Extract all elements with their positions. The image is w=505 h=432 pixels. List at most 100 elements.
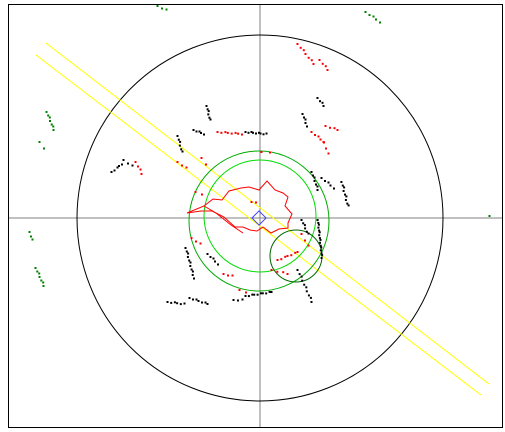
scan-point xyxy=(317,135,320,138)
scan-point xyxy=(121,163,123,166)
scan-point xyxy=(30,235,32,238)
scan-point xyxy=(341,184,344,187)
scan-point xyxy=(286,255,289,257)
scan-point xyxy=(178,144,181,147)
scan-point xyxy=(166,301,169,303)
scan-point xyxy=(222,273,225,275)
scan-point xyxy=(189,265,192,267)
scan-point xyxy=(318,237,321,240)
scan-point xyxy=(186,256,189,258)
scan-point xyxy=(209,118,212,121)
scan-point xyxy=(327,152,330,155)
scan-point xyxy=(294,251,297,254)
scan-point xyxy=(180,148,183,151)
scan-point xyxy=(326,69,329,71)
scan-point xyxy=(321,254,324,257)
scan-point xyxy=(181,150,184,153)
scan-point xyxy=(237,132,240,135)
scan-point xyxy=(313,180,316,182)
scan-point xyxy=(320,252,323,255)
scan-point xyxy=(268,290,271,293)
scan-point xyxy=(110,171,113,173)
sensor-canvas xyxy=(9,5,502,427)
scan-point xyxy=(241,133,243,136)
scan-point xyxy=(189,261,192,264)
scan-point xyxy=(304,227,307,230)
scan-point xyxy=(336,129,339,131)
scan-point xyxy=(191,270,194,273)
yellow-laser-band xyxy=(35,42,490,396)
scan-point xyxy=(317,226,320,229)
scan-point xyxy=(181,164,183,167)
robot-marker xyxy=(251,210,267,226)
scan-point xyxy=(312,63,315,65)
scan-point xyxy=(247,295,250,298)
scan-point xyxy=(170,301,173,304)
scan-point xyxy=(201,193,203,196)
scan-point xyxy=(488,215,491,217)
scan-point xyxy=(319,138,322,141)
scan-point xyxy=(300,219,303,221)
scan-point xyxy=(317,221,320,224)
scan-point xyxy=(217,263,219,266)
scan-point xyxy=(313,176,316,179)
scan-point xyxy=(320,246,323,249)
scan-point xyxy=(137,165,139,168)
scan-points-red xyxy=(134,43,339,294)
scan-point xyxy=(122,159,125,161)
scan-point xyxy=(316,185,319,188)
scan-point xyxy=(47,114,50,117)
scan-point xyxy=(179,140,182,143)
scan-point xyxy=(200,157,203,159)
scan-point xyxy=(212,257,215,260)
scan-point xyxy=(205,105,208,107)
scan-point xyxy=(179,303,182,306)
scan-point xyxy=(298,273,301,276)
scan-point xyxy=(190,237,193,239)
scan-point xyxy=(305,290,308,293)
scan-point xyxy=(318,59,321,61)
scan-point xyxy=(195,298,198,301)
scan-point xyxy=(344,193,346,196)
scan-point xyxy=(302,222,305,225)
scan-point xyxy=(280,258,283,261)
scan-point xyxy=(307,232,310,235)
scan-point xyxy=(214,260,216,263)
scan-point xyxy=(184,247,187,249)
scan-point xyxy=(204,301,207,304)
scan-point xyxy=(38,141,41,143)
scan-point xyxy=(255,132,257,135)
scan-point xyxy=(45,111,48,113)
scan-point xyxy=(302,49,305,52)
scan-point xyxy=(303,224,306,227)
scan-point xyxy=(207,113,210,116)
red-trajectory xyxy=(186,180,293,234)
scan-point xyxy=(270,291,273,293)
scan-point xyxy=(325,147,327,150)
scan-point xyxy=(207,110,210,113)
green-circle-outer xyxy=(188,150,330,292)
scan-point xyxy=(372,15,375,18)
scan-points-green xyxy=(28,5,491,287)
scan-point xyxy=(321,101,324,104)
scan-point xyxy=(307,56,310,59)
scan-point xyxy=(48,116,51,119)
scan-point xyxy=(258,131,260,134)
scan-point xyxy=(216,131,219,133)
scan-point xyxy=(220,131,223,134)
scan-point xyxy=(176,302,179,305)
scan-point xyxy=(206,253,209,255)
scan-point xyxy=(185,250,188,253)
scan-point xyxy=(40,279,43,282)
scan-point xyxy=(375,18,377,21)
scan-point xyxy=(307,294,310,297)
scan-point xyxy=(327,181,330,184)
scan-point xyxy=(324,180,326,182)
scan-point xyxy=(304,239,306,242)
scan-point xyxy=(300,275,303,278)
scan-point xyxy=(320,257,323,259)
scan-point xyxy=(303,116,305,119)
scan-point xyxy=(345,195,348,198)
scan-point xyxy=(209,256,212,258)
scan-point xyxy=(226,131,229,134)
